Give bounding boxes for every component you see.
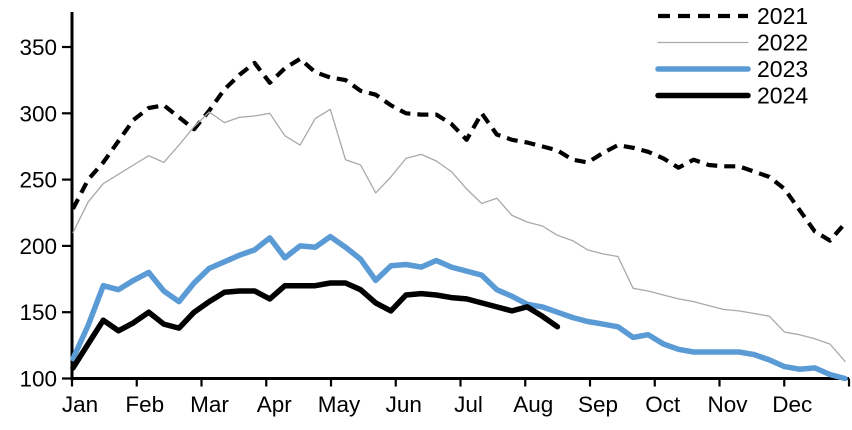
x-tick-label: Dec <box>772 392 812 417</box>
x-tick-label: May <box>318 392 361 417</box>
x-tick-label: Jul <box>454 392 483 417</box>
x-tick-label: Nov <box>707 392 748 417</box>
y-tick-label: 300 <box>19 101 57 126</box>
y-tick-label: 350 <box>19 35 57 60</box>
y-tick-label: 150 <box>19 300 57 325</box>
series-2022-line <box>72 108 846 362</box>
x-tick-label: Sep <box>578 392 618 417</box>
series-2024-line <box>70 280 561 371</box>
x-tick-label: Jan <box>62 392 98 417</box>
y-tick-label: 250 <box>19 168 57 193</box>
legend-label-2024: 2024 <box>757 83 808 109</box>
x-tick-label: Aug <box>513 392 553 417</box>
x-tick-label: Mar <box>190 392 229 417</box>
legend-label-2023: 2023 <box>757 56 808 82</box>
legend-label-2021: 2021 <box>757 3 808 29</box>
y-tick-label: 200 <box>19 234 57 259</box>
legend-label-2022: 2022 <box>757 30 808 56</box>
series-2021-line <box>71 56 847 243</box>
x-tick-label: Apr <box>257 392 293 417</box>
x-tick-label: Jun <box>386 392 422 417</box>
y-tick-label: 100 <box>19 367 57 392</box>
x-tick-label: Feb <box>125 392 164 417</box>
x-tick-label: Oct <box>645 392 681 417</box>
series-2023-line <box>70 233 848 382</box>
